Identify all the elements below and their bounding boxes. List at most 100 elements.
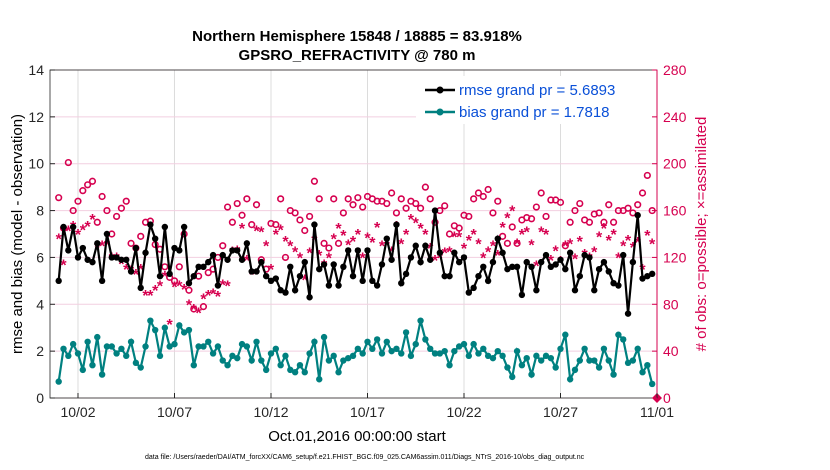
bias-point — [253, 338, 260, 345]
rmse-point — [581, 251, 588, 259]
bias-point — [209, 350, 217, 357]
rmse-point — [137, 284, 144, 292]
bias-point — [234, 354, 241, 362]
possible-obs-point — [624, 204, 632, 212]
rmse-point — [509, 263, 516, 270]
possible-obs-point — [93, 218, 101, 226]
bias-point — [151, 326, 159, 334]
assimilated-obs-point: * — [610, 227, 617, 244]
possible-obs-point — [310, 177, 319, 185]
y-axis-label: rmse and bias (model - observation) — [9, 114, 26, 354]
possible-obs-point — [470, 195, 478, 203]
bias-point — [595, 364, 603, 371]
assimilated-obs-point: * — [490, 239, 497, 256]
possible-obs-point — [595, 209, 603, 217]
assimilated-obs-point: * — [644, 228, 651, 245]
rmse-point — [504, 265, 511, 273]
legend-bias-label: bias grand pr = 1.7818 — [459, 104, 610, 121]
assimilated-obs-point: * — [331, 232, 338, 249]
rmse-point — [557, 256, 564, 263]
bias-point — [610, 371, 617, 378]
rmse-point — [180, 223, 188, 231]
assimilated-obs-point: * — [384, 239, 391, 256]
x-tick-label: 10/02 — [60, 404, 95, 420]
y-axis-right-label: # of obs: o=possible; ×=assimilated — [693, 117, 710, 352]
rmse-point — [108, 254, 115, 261]
bias-point — [60, 345, 67, 352]
rmse-point — [513, 263, 521, 270]
assimilated-obs-point: * — [360, 250, 367, 267]
y-right-tick-label: 80 — [663, 296, 679, 312]
assimilated-obs-point: * — [157, 279, 164, 296]
legend-rmse-marker — [436, 86, 444, 94]
bias-point — [344, 354, 352, 362]
rmse-point — [562, 265, 569, 273]
rmse-point — [277, 287, 284, 294]
bias-point — [417, 317, 424, 324]
assimilated-obs-point: * — [152, 283, 159, 300]
bias-point — [528, 371, 535, 378]
rmse-point — [98, 277, 106, 285]
possible-obs-point — [137, 232, 145, 240]
bias-point — [258, 357, 265, 364]
legend: rmse grand pr = 5.6893 bias grand pr = 1… — [416, 76, 652, 124]
rmse-point — [499, 249, 506, 256]
assimilated-obs-point: * — [591, 245, 598, 262]
rmse-point — [595, 265, 603, 273]
y-tick-label: 0 — [36, 390, 44, 406]
bias-point — [185, 326, 193, 334]
rmse-point — [84, 256, 91, 263]
rmse-point — [132, 244, 140, 252]
bias-point — [494, 347, 501, 355]
possible-obs-point — [238, 211, 246, 219]
assimilated-obs-point: * — [485, 245, 492, 262]
rmse-point — [586, 254, 593, 261]
assimilated-obs-point: * — [60, 257, 67, 274]
rmse-point — [320, 261, 328, 268]
bias-point — [137, 364, 144, 371]
possible-obs-point — [296, 216, 304, 224]
rmse-point — [484, 277, 492, 285]
rmse-point — [629, 258, 637, 266]
rmse-point — [427, 256, 434, 263]
x-tick-label: 10/27 — [543, 404, 578, 420]
assimilated-obs-point: * — [543, 227, 550, 244]
rmse-point — [74, 254, 82, 261]
rmse-point — [378, 261, 386, 268]
y-right-tick-label: 0 — [663, 390, 671, 406]
assimilated-obs-point: * — [316, 248, 323, 265]
assimilated-obs-point: * — [533, 259, 540, 276]
rmse-point — [451, 249, 458, 256]
rmse-point — [605, 268, 612, 275]
assimilated-obs-point: * — [524, 225, 531, 242]
bias-point — [484, 352, 492, 360]
assimilated-obs-point: * — [167, 317, 174, 334]
rmse-point — [60, 223, 67, 231]
rmse-point — [166, 270, 173, 278]
assimilated-obs-point: * — [355, 227, 362, 244]
bias-point — [224, 362, 231, 369]
rmse-point — [412, 242, 419, 249]
bias-point — [84, 338, 91, 345]
rmse-point — [214, 282, 222, 289]
possible-obs-point — [561, 242, 569, 250]
assimilated-obs-point: * — [442, 246, 449, 263]
rmse-point — [340, 263, 347, 270]
rmse-point — [89, 258, 96, 266]
bias-point — [200, 343, 207, 350]
assimilated-obs-point: * — [567, 236, 574, 253]
bias-point — [123, 352, 130, 360]
bias-point — [470, 340, 477, 348]
assimilated-obs-point: * — [326, 250, 333, 267]
assimilated-obs-point: * — [379, 239, 386, 256]
assimilated-obs-point: * — [181, 282, 188, 299]
bias-point — [634, 345, 641, 352]
bias-point — [248, 357, 255, 364]
assimilated-obs-point: * — [244, 253, 251, 270]
assimilated-obs-point: * — [89, 212, 96, 229]
assimilated-obs-point: * — [118, 256, 125, 273]
y-tick-label: 10 — [28, 156, 44, 172]
rmse-point — [69, 223, 77, 231]
rmse-point — [359, 277, 366, 285]
bias-point — [243, 343, 251, 350]
